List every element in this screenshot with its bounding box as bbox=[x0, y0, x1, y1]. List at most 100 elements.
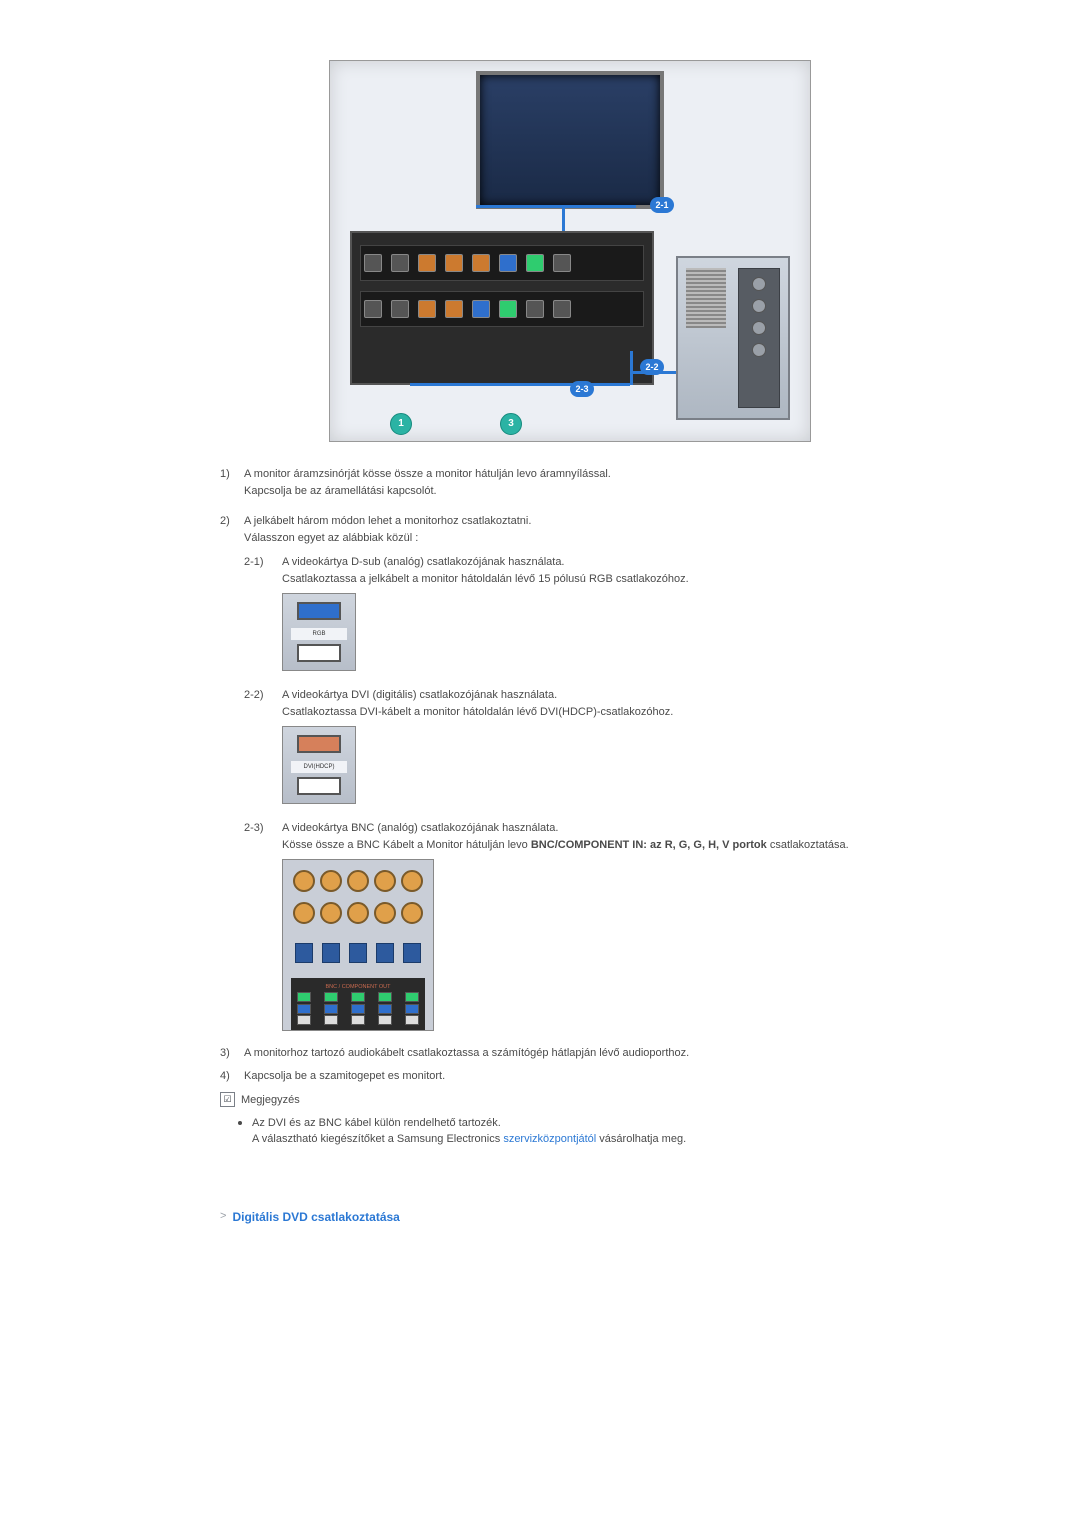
monitor-back-panel bbox=[350, 231, 654, 385]
step-text: A jelkábelt három módon lehet a monitorh… bbox=[244, 513, 920, 530]
connection-diagram: 2-1 bbox=[329, 60, 811, 442]
substep-text: Kösse össze a BNC Kábelt a Monitor hátul… bbox=[282, 837, 920, 854]
section-heading-dvd: > Digitális DVD csatlakoztatása bbox=[220, 1208, 920, 1226]
note-label: Megjegyzés bbox=[241, 1092, 300, 1109]
port-icon bbox=[499, 300, 517, 318]
substep-body: A videokártya D-sub (analóg) csatlakozój… bbox=[282, 554, 920, 671]
port-row bbox=[360, 291, 644, 327]
step-body: A jelkábelt három módon lehet a monitorh… bbox=[244, 513, 920, 1031]
bnc-caption: BNC / COMPONENT OUT bbox=[326, 983, 391, 991]
check-icon: ☑ bbox=[220, 1092, 235, 1107]
substep-text: A videokártya BNC (analóg) csatlakozóján… bbox=[282, 820, 920, 837]
bnc-connector-icon bbox=[374, 902, 396, 924]
tiny-port-icon bbox=[405, 1015, 419, 1025]
connector-icon bbox=[297, 777, 341, 795]
bnc-connector-icon bbox=[293, 902, 315, 924]
connector-label: RGB bbox=[291, 628, 347, 640]
bnc-socket-icon bbox=[403, 943, 421, 963]
port-icon bbox=[526, 254, 544, 272]
monitor-front-illustration bbox=[476, 71, 664, 209]
substep-number: 2-3) bbox=[244, 820, 282, 837]
substep-text-part: Kösse össze a BNC Kábelt a Monitor hátul… bbox=[282, 839, 531, 851]
bnc-connector-icon bbox=[347, 870, 369, 892]
note-bullet: Az DVI és az BNC kábel külön rendelhető … bbox=[238, 1115, 920, 1148]
tiny-port-icon bbox=[351, 992, 365, 1002]
bnc-tiny-row bbox=[291, 992, 425, 1002]
step-body: Kapcsolja be a szamitogepet es monitort. bbox=[244, 1068, 920, 1085]
step-body: A monitorhoz tartozó audiokábelt csatlak… bbox=[244, 1045, 920, 1062]
note-row: ☑ Megjegyzés bbox=[220, 1092, 920, 1109]
pc-tower-illustration bbox=[676, 256, 790, 420]
port-icon bbox=[418, 300, 436, 318]
bnc-connector-icon bbox=[293, 870, 315, 892]
substep-2-3: 2-3) A videokártya BNC (analóg) csatlako… bbox=[244, 820, 920, 1031]
substep-number: 2-2) bbox=[244, 687, 282, 704]
tiny-port-icon bbox=[324, 1015, 338, 1025]
bnc-port-illustration: BNC / COMPONENT OUT bbox=[282, 859, 434, 1031]
substep-text-part: csatlakoztatása. bbox=[767, 839, 849, 851]
step-text: A monitorhoz tartozó audiokábelt csatlak… bbox=[244, 1045, 920, 1062]
tiny-port-icon bbox=[405, 992, 419, 1002]
substep-2-1: 2-1) A videokártya D-sub (analóg) csatla… bbox=[244, 554, 920, 671]
step-2: 2) A jelkábelt három módon lehet a monit… bbox=[220, 513, 920, 1031]
port-icon bbox=[391, 254, 409, 272]
bnc-connector-icon bbox=[347, 902, 369, 924]
diagram-wrap: 2-1 bbox=[220, 60, 920, 442]
step-4: 4) Kapcsolja be a szamitogepet es monito… bbox=[220, 1068, 920, 1085]
callout-2-2: 2-2 bbox=[640, 359, 664, 375]
bnc-row bbox=[291, 940, 425, 966]
bnc-row bbox=[291, 900, 425, 926]
port-icon bbox=[553, 300, 571, 318]
bnc-connector-icon bbox=[401, 902, 423, 924]
bnc-connector-icon bbox=[320, 870, 342, 892]
pc-port-icon bbox=[752, 299, 766, 313]
tiny-port-icon bbox=[324, 1004, 338, 1014]
port-icon bbox=[418, 254, 436, 272]
pc-port-icon bbox=[752, 321, 766, 335]
port-icon bbox=[553, 254, 571, 272]
badge-1: 1 bbox=[390, 413, 412, 435]
port-icon bbox=[364, 254, 382, 272]
step-number: 2) bbox=[220, 513, 244, 530]
pc-ports-panel bbox=[738, 268, 780, 408]
port-icon bbox=[472, 254, 490, 272]
bullet-text-part: A választható kiegészítőket a Samsung El… bbox=[252, 1133, 503, 1145]
callout-2-1: 2-1 bbox=[650, 197, 674, 213]
port-icon bbox=[526, 300, 544, 318]
page: 2-1 bbox=[0, 0, 1080, 1528]
bnc-socket-icon bbox=[322, 943, 340, 963]
connector-icon bbox=[297, 735, 341, 753]
bnc-connector-icon bbox=[401, 870, 423, 892]
bnc-lower-panel: BNC / COMPONENT OUT bbox=[291, 978, 425, 1030]
bullet-text: Az DVI és az BNC kábel külön rendelhető … bbox=[252, 1115, 686, 1132]
substep-number: 2-1) bbox=[244, 554, 282, 571]
callout-2-3: 2-3 bbox=[570, 381, 594, 397]
step-number: 4) bbox=[220, 1068, 244, 1085]
tiny-port-icon bbox=[378, 992, 392, 1002]
tiny-port-icon bbox=[297, 1015, 311, 1025]
substep-text-bold: BNC/COMPONENT IN: az R, G, G, H, V porto… bbox=[531, 839, 767, 851]
cable-line bbox=[410, 383, 630, 386]
content-column: 2-1 bbox=[220, 60, 920, 1226]
bnc-connector-icon bbox=[320, 902, 342, 924]
tiny-port-icon bbox=[297, 1004, 311, 1014]
cable-line bbox=[630, 351, 633, 385]
bnc-socket-icon bbox=[295, 943, 313, 963]
port-icon bbox=[472, 300, 490, 318]
port-icon bbox=[445, 300, 463, 318]
bnc-tiny-row bbox=[291, 1015, 425, 1025]
tiny-port-icon bbox=[351, 1015, 365, 1025]
bnc-tiny-row bbox=[291, 1004, 425, 1014]
connector-label: DVI(HDCP) bbox=[291, 761, 347, 773]
substep-body: A videokártya DVI (digitális) csatlakozó… bbox=[282, 687, 920, 804]
connector-icon bbox=[297, 602, 341, 620]
substep-body: A videokártya BNC (analóg) csatlakozóján… bbox=[282, 820, 920, 1031]
dvi-port-illustration: DVI(HDCP) bbox=[282, 726, 356, 804]
pc-port-icon bbox=[752, 343, 766, 357]
substep-text: A videokártya DVI (digitális) csatlakozó… bbox=[282, 687, 920, 704]
step-text: Kapcsolja be a szamitogepet es monitort. bbox=[244, 1068, 920, 1085]
service-center-link[interactable]: szervizközpontjától bbox=[503, 1133, 596, 1145]
cable-line bbox=[476, 205, 636, 208]
tiny-port-icon bbox=[324, 992, 338, 1002]
substep-text: Csatlakoztassa a jelkábelt a monitor hát… bbox=[282, 571, 920, 588]
